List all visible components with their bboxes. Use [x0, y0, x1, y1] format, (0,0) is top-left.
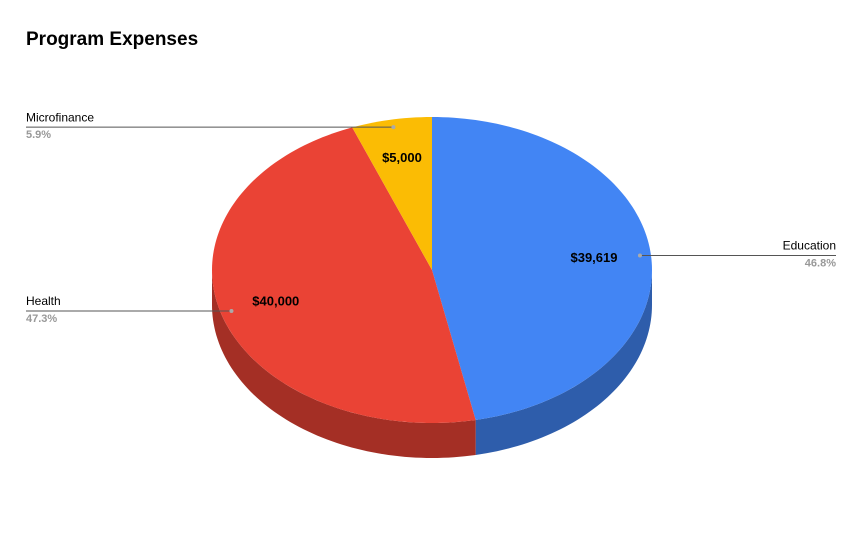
leader-dot — [391, 125, 396, 130]
legend-label: Microfinance — [26, 110, 94, 124]
percent-label: 5.9% — [26, 129, 51, 141]
leader-dot — [229, 308, 234, 313]
slice-side — [475, 270, 652, 455]
percent-label: 47.3% — [26, 313, 57, 325]
slice-side — [212, 270, 476, 458]
slice — [432, 117, 652, 420]
value-label: $5,000 — [382, 150, 422, 165]
legend-label: Education — [783, 239, 836, 253]
slice — [212, 127, 476, 424]
leader-dot — [637, 253, 642, 258]
chart-title: Program Expenses — [26, 29, 198, 50]
legend-label: Health — [26, 294, 61, 308]
slice — [352, 117, 432, 270]
percent-label: 46.8% — [805, 257, 836, 269]
value-label: $39,619 — [570, 250, 617, 265]
value-label: $40,000 — [252, 293, 299, 308]
